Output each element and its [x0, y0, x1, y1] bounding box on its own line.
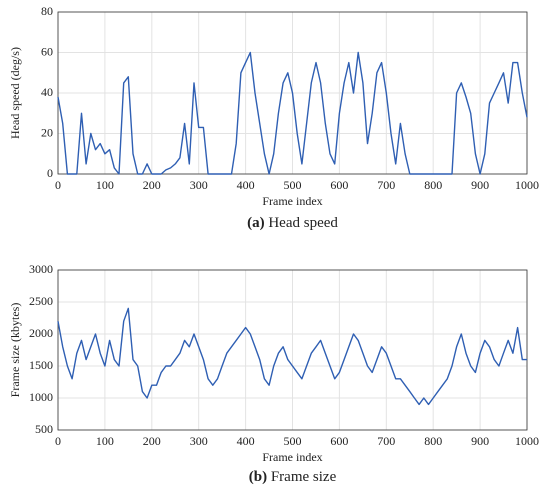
x-tick-label: 400 — [237, 434, 255, 448]
x-tick-label: 700 — [377, 178, 395, 192]
x-tick-label: 800 — [424, 178, 442, 192]
y-axis-label: Head speed (deg/s) — [8, 47, 22, 139]
x-tick-label: 500 — [284, 434, 302, 448]
plot-frame — [57, 269, 528, 431]
x-tick-label: 600 — [330, 434, 348, 448]
x-tick-label: 400 — [237, 178, 255, 192]
y-tick-label: 1000 — [29, 390, 53, 404]
x-tick-label: 100 — [96, 434, 114, 448]
caption-label: (a) — [247, 215, 265, 231]
x-tick-label: 1000 — [515, 434, 539, 448]
data-line — [57, 51, 528, 175]
x-tick-label: 1000 — [515, 178, 539, 192]
y-tick-label: 2000 — [29, 326, 53, 340]
x-tick-label: 300 — [190, 434, 208, 448]
x-tick-label: 900 — [471, 178, 489, 192]
y-tick-label: 1500 — [29, 358, 53, 372]
x-tick-label: 800 — [424, 434, 442, 448]
caption: (b) Frame size — [249, 469, 337, 485]
caption: (a) Head speed — [247, 215, 338, 231]
y-tick-label: 20 — [41, 125, 53, 139]
plot-frame — [57, 11, 528, 175]
x-tick-label: 200 — [143, 434, 161, 448]
x-tick-label: 900 — [471, 434, 489, 448]
x-tick-label: 0 — [55, 434, 61, 448]
x-tick-label: 600 — [330, 178, 348, 192]
x-tick-label: 100 — [96, 178, 114, 192]
data-line — [57, 307, 527, 406]
y-tick-label: 40 — [41, 85, 53, 99]
y-tick-label: 500 — [35, 422, 53, 436]
x-tick-label: 700 — [377, 434, 395, 448]
caption-label: (b) — [249, 469, 267, 485]
x-tick-label: 0 — [55, 178, 61, 192]
x-axis-label: Frame index — [262, 194, 322, 208]
x-tick-label: 500 — [284, 178, 302, 192]
y-tick-label: 2500 — [29, 294, 53, 308]
caption-text: Head speed — [268, 215, 338, 231]
caption-text: Frame size — [271, 469, 337, 485]
y-tick-label: 3000 — [29, 262, 53, 276]
x-tick-label: 200 — [143, 178, 161, 192]
x-tick-label: 300 — [190, 178, 208, 192]
y-axis-label: Frame size (kbytes) — [8, 303, 22, 398]
x-axis-label: Frame index — [262, 450, 322, 464]
y-tick-label: 80 — [41, 4, 53, 18]
y-tick-label: 0 — [47, 166, 53, 180]
y-tick-label: 60 — [41, 44, 53, 58]
